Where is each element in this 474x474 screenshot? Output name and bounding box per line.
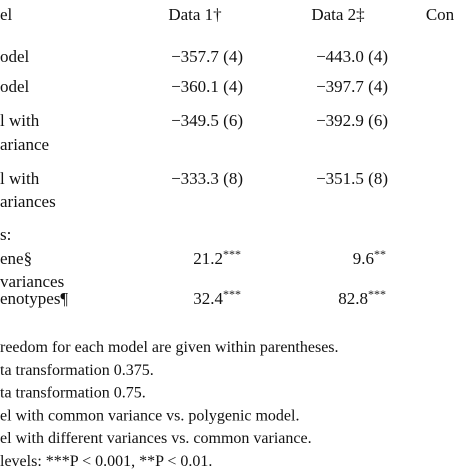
column-header: Con (426, 5, 455, 24)
row-label: enotypes¶ (0, 289, 68, 308)
footnote: levels: ***P < 0.001, **P < 0.01. (0, 453, 212, 470)
row-label: l with (0, 111, 40, 130)
cell-value: 9.6** (353, 247, 386, 268)
footnote: ta transformation 0.375. (0, 362, 154, 379)
significance-stars: *** (368, 287, 386, 301)
footnote: el with common variance vs. polygenic mo… (0, 407, 299, 424)
cell-number: 9.6 (353, 249, 374, 268)
footnote: reedom for each model are given within p… (0, 339, 339, 356)
row-label: odel (0, 47, 30, 66)
significance-stars: *** (223, 247, 241, 261)
significance-stars: *** (223, 287, 241, 301)
cell-value: −360.1 (4) (171, 77, 243, 96)
significance-stars: ** (374, 247, 386, 261)
cell-value: 21.2*** (193, 247, 241, 268)
row-label: variances (0, 272, 64, 291)
cell-value: −443.0 (4) (316, 47, 388, 66)
cell-value: −397.7 (4) (316, 77, 388, 96)
row-label: s: (0, 225, 11, 244)
cell-value: 82.8*** (338, 287, 386, 308)
cell-value: −333.3 (8) (171, 169, 243, 188)
row-label: ene§ (0, 249, 32, 268)
cell-value: −349.5 (6) (171, 111, 243, 130)
column-header: el (0, 5, 13, 24)
cell-value: −357.7 (4) (171, 47, 243, 66)
cell-value: −392.9 (6) (316, 111, 388, 130)
cell-number: 21.2 (193, 249, 223, 268)
footnote: el with different variances vs. common v… (0, 430, 312, 447)
column-header: Data 1† (168, 5, 221, 24)
cell-number: 32.4 (193, 289, 223, 308)
cell-number: 82.8 (338, 289, 368, 308)
row-label: odel (0, 77, 30, 96)
row-label: l with (0, 169, 40, 188)
column-header: Data 2‡ (311, 5, 364, 24)
row-label: ariance (0, 135, 49, 154)
row-label: ariances (0, 192, 56, 211)
footnote: ta transformation 0.75. (0, 385, 146, 402)
cell-value: 32.4*** (193, 287, 241, 308)
cell-value: −351.5 (8) (316, 169, 388, 188)
